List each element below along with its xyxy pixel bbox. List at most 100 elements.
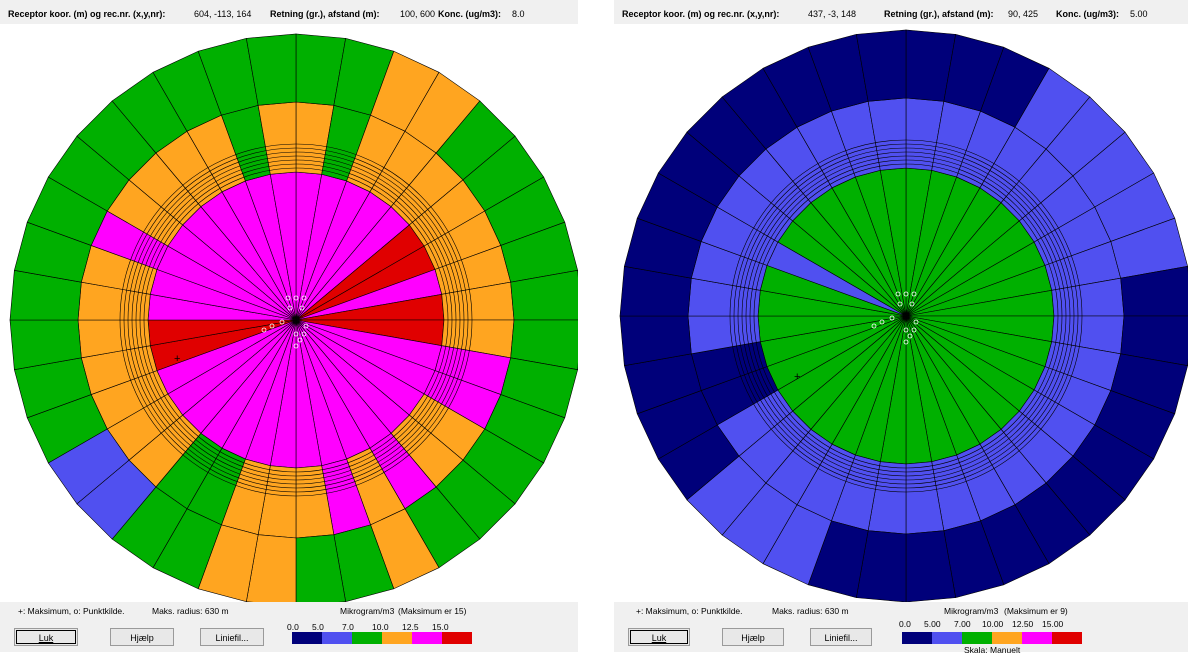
close-button[interactable]: Luk: [628, 628, 690, 646]
direction-label: Retning (gr.), afstand (m):: [270, 9, 380, 19]
point-source-marker: [293, 295, 299, 301]
scale-tick: 0.0: [287, 622, 299, 632]
color-scale: [292, 632, 472, 644]
concentration-label: Konc. (ug/m3):: [438, 9, 501, 19]
point-source-marker: [287, 305, 293, 311]
point-source-marker: [913, 319, 919, 325]
receptor-value: 437, -3, 148: [808, 9, 857, 19]
max-radius: Maks. radius: 630 m: [152, 606, 229, 616]
polar-plot[interactable]: +: [0, 24, 578, 602]
left-panel: Receptor koor. (m) og rec.nr. (x,y,nr): …: [0, 0, 578, 652]
legend-text: +: Maksimum, o: Punktkilde.: [18, 606, 125, 616]
point-source-marker: [903, 291, 909, 297]
point-source-marker: [911, 327, 917, 333]
linefile-button[interactable]: Liniefil...: [810, 628, 872, 646]
receptor-label: Receptor koor. (m) og rec.nr. (x,y,nr):: [8, 9, 166, 19]
polar-contour-chart[interactable]: +: [0, 24, 578, 602]
grid-ring: [745, 155, 1067, 477]
sector-cell[interactable]: [1120, 265, 1188, 317]
sector-cell[interactable]: [510, 269, 578, 321]
scale-tick: 7.00: [954, 619, 971, 629]
scale-tick: 12.5: [402, 622, 419, 632]
point-source-marker: [293, 343, 299, 349]
grid-ring: [131, 155, 461, 485]
bottom-bar: +: Maksimum, o: Punktkilde. Maks. radius…: [614, 602, 1188, 655]
sector-cell[interactable]: [295, 534, 347, 602]
scale-tick: 7.0: [342, 622, 354, 632]
scale-tick: 5.00: [924, 619, 941, 629]
receptor-label: Receptor koor. (m) og rec.nr. (x,y,nr):: [622, 9, 780, 19]
grid-ring: [729, 139, 1083, 493]
right-panel: Receptor koor. (m) og rec.nr. (x,y,nr): …: [614, 0, 1188, 655]
scale-swatch-0: [902, 632, 932, 644]
grid-ring: [127, 151, 465, 489]
point-source-marker: [303, 323, 309, 329]
max-radius: Maks. radius: 630 m: [772, 606, 849, 616]
point-source-marker: [279, 319, 285, 325]
bottom-bar: +: Maksimum, o: Punktkilde. Maks. radius…: [0, 602, 578, 652]
point-source-marker: [301, 331, 307, 337]
grid-ring: [119, 143, 473, 497]
receptor-info-bar: Receptor koor. (m) og rec.nr. (x,y,nr): …: [8, 9, 570, 23]
point-source-marker: [897, 301, 903, 307]
scale-tick: 10.0: [372, 622, 389, 632]
scale-tick: 15.0: [432, 622, 449, 632]
scale-swatch-2: [962, 632, 992, 644]
linefile-button[interactable]: Liniefil...: [200, 628, 264, 646]
point-source-marker: [269, 323, 275, 329]
grid-ring: [737, 147, 1075, 485]
scale-swatch-0: [292, 632, 322, 644]
sector-cell[interactable]: [855, 29, 907, 102]
point-source-marker: [297, 337, 303, 343]
scale-swatch-4: [1022, 632, 1052, 644]
grid-ring: [135, 159, 457, 481]
scale-tick: 15.00: [1042, 619, 1064, 629]
point-source-marker: [907, 333, 913, 339]
grid-ring: [733, 143, 1079, 489]
grid-ring: [749, 159, 1063, 473]
scale-swatch-5: [1052, 632, 1082, 644]
color-scale: [902, 632, 1082, 644]
help-button[interactable]: Hjælp: [110, 628, 174, 646]
point-source-marker: [903, 327, 909, 333]
scale-swatch-1: [322, 632, 352, 644]
max-value-text: (Maksimum er 9): [1004, 606, 1068, 616]
grid-ring: [143, 167, 449, 473]
scale-caption: Skala: Manuelt: [964, 645, 1021, 655]
scale-tick: 5.0: [312, 622, 324, 632]
unit-label: Mikrogram/m3: [340, 606, 395, 616]
polar-contour-chart[interactable]: +: [614, 24, 1188, 602]
scale-tick: 10.00: [982, 619, 1004, 629]
maximum-marker: +: [174, 353, 180, 365]
scale-swatch-2: [352, 632, 382, 644]
sector-cell[interactable]: [905, 530, 957, 602]
scale-swatch-5: [442, 632, 472, 644]
close-button[interactable]: Luk: [14, 628, 78, 646]
sector-cell[interactable]: [245, 33, 297, 106]
receptor-info-bar: Receptor koor. (m) og rec.nr. (x,y,nr): …: [622, 9, 1180, 23]
point-source-marker: [285, 295, 291, 301]
scale-swatch-3: [382, 632, 412, 644]
point-source-marker: [293, 331, 299, 337]
point-source-marker: [299, 305, 305, 311]
scale-swatch-4: [412, 632, 442, 644]
grid-ring: [139, 163, 453, 477]
grid-ring: [741, 151, 1071, 481]
point-source-marker: [895, 291, 901, 297]
point-source-marker: [301, 295, 307, 301]
scale-tick: 12.50: [1012, 619, 1034, 629]
polar-plot[interactable]: +: [614, 24, 1188, 602]
point-source-marker: [889, 315, 895, 321]
receptor-value: 604, -113, 164: [194, 9, 252, 19]
grid-ring: [753, 163, 1059, 469]
max-value-text: (Maksimum er 15): [398, 606, 467, 616]
concentration-label: Konc. (ug/m3):: [1056, 9, 1119, 19]
point-source-marker: [903, 339, 909, 345]
help-button[interactable]: Hjælp: [722, 628, 784, 646]
unit-label: Mikrogram/m3: [944, 606, 999, 616]
direction-value: 90, 425: [1008, 9, 1039, 19]
scale-tick: 0.0: [899, 619, 911, 629]
direction-label: Retning (gr.), afstand (m):: [884, 9, 994, 19]
grid-ring: [123, 147, 469, 493]
concentration-value: 8.0: [512, 9, 525, 19]
